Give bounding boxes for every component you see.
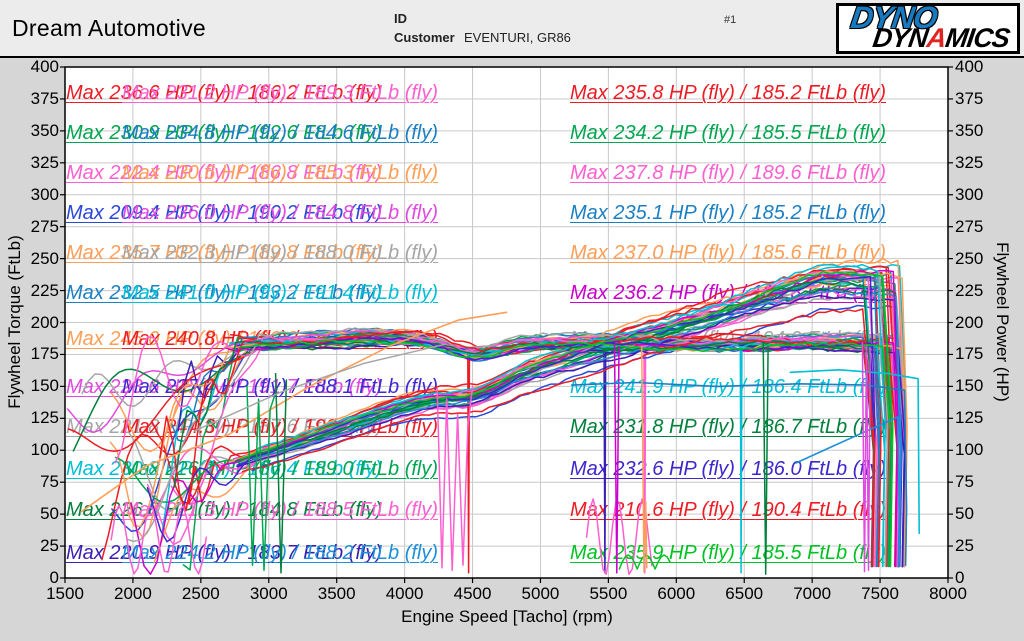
customer-label: Customer (394, 30, 455, 45)
torque-axis-label: Flywheel Torque (FtLb) (5, 235, 24, 409)
page-number: #1 (724, 14, 737, 26)
shop-name: Dream Automotive (12, 15, 206, 41)
report-header: Dream Automotive ID Customer EVENTURI, GR… (0, 0, 1024, 58)
dyno-chart (0, 60, 1024, 641)
id-label: ID (394, 11, 407, 26)
dyno-dynamics-logo: DYNO DYNAMICS (836, 3, 1020, 54)
run-meta: ID Customer EVENTURI, GR86 (394, 10, 571, 48)
rpm-axis-label: Engine Speed [Tacho] (rpm) (401, 607, 613, 626)
power-axis-label: Flywheel Power (HP) (993, 242, 1012, 402)
customer-value: EVENTURI, GR86 (464, 30, 571, 45)
logo-word-dynamics: DYNAMICS (870, 23, 1012, 53)
